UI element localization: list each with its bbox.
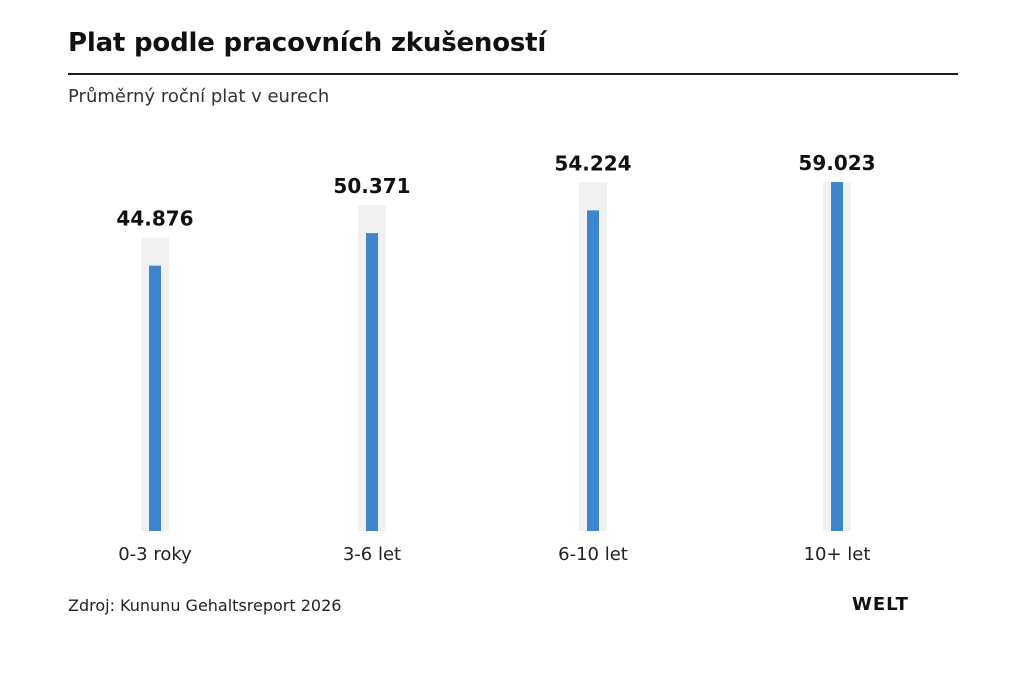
category-label: 0-3 roky — [118, 544, 192, 565]
value-label: 50.371 — [333, 174, 410, 198]
category-label: 10+ let — [804, 544, 871, 565]
bar — [587, 210, 599, 532]
bar — [149, 265, 161, 531]
bar — [366, 233, 378, 532]
title-divider — [68, 73, 958, 75]
value-label: 59.023 — [798, 151, 875, 175]
category-label: 3-6 let — [343, 544, 401, 565]
welt-logo: WELT — [852, 594, 909, 615]
category-label: 6-10 let — [558, 544, 628, 565]
chart-subtitle: Průměrný roční plat v eurech — [68, 86, 330, 107]
value-label: 44.876 — [116, 207, 193, 231]
bar — [831, 182, 843, 531]
chart-title: Plat podle pracovních zkušeností — [68, 28, 547, 58]
source-note: Zdroj: Kununu Gehaltsreport 2026 — [68, 596, 342, 615]
value-label: 54.224 — [554, 151, 631, 175]
